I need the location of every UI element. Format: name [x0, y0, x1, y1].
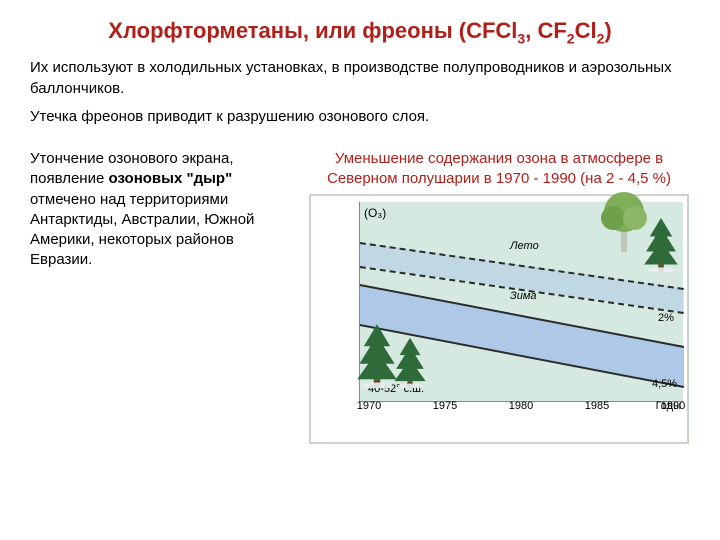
title-end: )	[604, 18, 611, 43]
x-axis: Годы 19701975198019851990	[359, 398, 683, 442]
title-sub2: 2	[567, 30, 575, 46]
chart-pct-label-0: 2%	[658, 312, 674, 324]
intro-line-1: Их используют в холодильных установках, …	[0, 54, 720, 103]
title-text: Хлорфторметаны, или фреоны (CFCl	[108, 18, 517, 43]
o3-axis-label: (O₃)	[364, 206, 386, 220]
chart-title: Уменьшение содержания озона в атмосфере …	[288, 149, 710, 194]
chart-line-label-summer_upper: Лето	[510, 240, 539, 252]
chart-line-label-winter_upper: Зима	[510, 290, 537, 302]
left-paragraph: Утончение озонового экрана, появление оз…	[30, 149, 270, 444]
left-post: отмечено над территориями Антарктиды, Ав…	[30, 191, 254, 269]
left-bold: озоновых "дыр"	[108, 170, 232, 187]
x-tick-1985: 1985	[585, 400, 609, 412]
ozone-chart: (O₃) 40-52° с.ш. ЛетоЗима2%4,5% Годы 197…	[309, 194, 689, 444]
x-tick-1975: 1975	[433, 400, 457, 412]
conifer-tree-icon	[642, 216, 680, 272]
content-row: Утончение озонового экрана, появление оз…	[0, 131, 720, 444]
plot-area: (O₃) 40-52° с.ш. ЛетоЗима2%4,5%	[359, 202, 683, 402]
chart-pct-label-1: 4,5%	[652, 378, 677, 390]
title-mid: , CF	[525, 18, 567, 43]
x-tick-1970: 1970	[357, 400, 381, 412]
right-column: Уменьшение содержания озона в атмосфере …	[288, 149, 710, 444]
intro-line-2: Утечка фреонов приводит к разрушению озо…	[0, 103, 720, 131]
x-tick-1990: 1990	[661, 400, 685, 412]
x-tick-1980: 1980	[509, 400, 533, 412]
page-title: Хлорфторметаны, или фреоны (CFCl3, CF2Cl…	[0, 0, 720, 54]
conifer-tree-icon	[392, 336, 428, 388]
title-mid2: Cl	[575, 18, 597, 43]
